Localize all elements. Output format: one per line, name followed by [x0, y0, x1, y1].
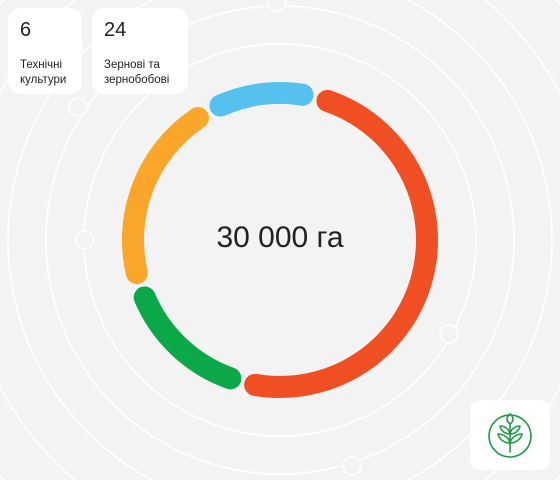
orbit-node — [342, 456, 362, 476]
donut-segment-3 — [244, 89, 438, 398]
logo-card — [470, 400, 550, 470]
donut-segment-1 — [122, 107, 209, 285]
donut-segment-4 — [133, 286, 242, 390]
donut-segment-2 — [209, 82, 314, 117]
stat-card-industrial-crops: 6 Технічні культури — [8, 8, 82, 94]
total-area-label: 30 000 га — [216, 221, 344, 254]
stat-label: Зернові та зернобобові — [104, 59, 170, 86]
stat-value: 6 — [20, 19, 32, 41]
stat-card-grain-legumes: 24 Зернові та зернобобові — [92, 8, 188, 94]
stat-label: Технічні культури — [20, 59, 67, 86]
wheat-sprout-icon — [488, 413, 532, 458]
orbit-node — [439, 324, 459, 344]
orbit-node — [75, 230, 95, 250]
stat-value: 24 — [104, 19, 127, 41]
orbit-node — [68, 97, 88, 117]
orbit-node — [267, 0, 287, 12]
